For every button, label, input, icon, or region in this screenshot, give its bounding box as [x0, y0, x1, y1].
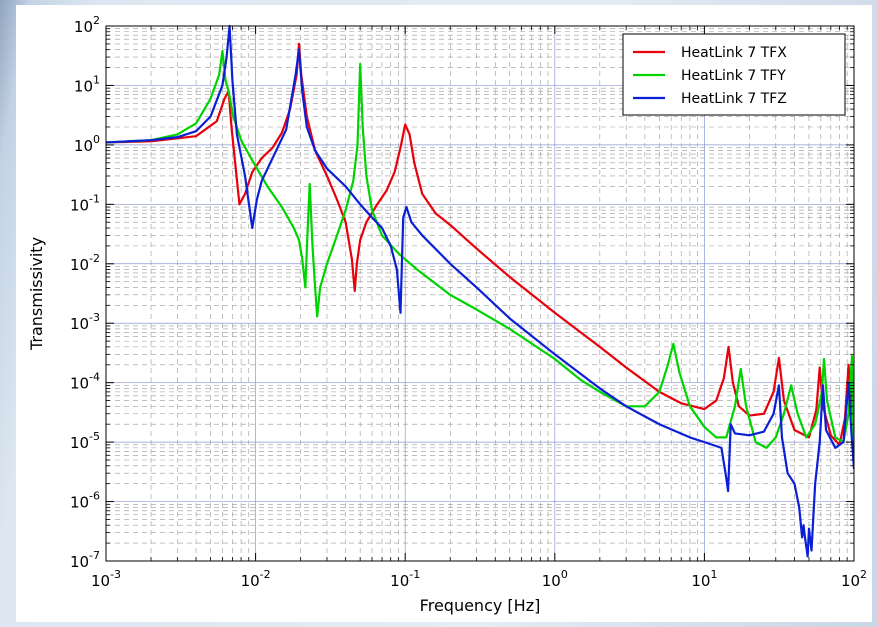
y-tick-label-exponent: -5: [89, 430, 100, 443]
y-tick-label-exponent: 2: [93, 14, 100, 27]
transmissivity-chart: 10-3 10-2 10-1 100 101 102 10-710-610-510-410…: [27, 14, 867, 615]
x-tick-label-base: 10: [390, 572, 409, 590]
y-tick-label-base: 10: [70, 553, 89, 571]
series-lines: [106, 24, 854, 558]
y-tick-label: 100: [74, 133, 100, 155]
y-tick-label-base: 10: [70, 196, 89, 214]
x-tick-label-exponent: 1: [710, 568, 717, 581]
y-tick-label-base: 10: [70, 256, 89, 274]
y-tick-label-exponent: -3: [89, 311, 100, 324]
y-tick-label-exponent: -4: [89, 371, 100, 384]
legend-label: HeatLink 7 TFZ: [681, 91, 787, 107]
y-tick-label: 10-2: [70, 252, 100, 274]
y-tick-label-exponent: 0: [93, 133, 100, 146]
y-tick-label-base: 10: [70, 494, 89, 512]
y-tick-label: 10-6: [70, 490, 100, 512]
x-tick-label: 101: [691, 568, 717, 590]
y-tick-label-base: 10: [74, 18, 93, 36]
plot-panel: 10-3 10-2 10-1 100 101 102 10-7 10-6 10-5 10-4 10…: [16, 5, 872, 622]
x-tick-label-exponent: -3: [110, 568, 121, 581]
y-tick-label: 10-3: [70, 311, 100, 333]
x-tick-label: 102: [841, 568, 867, 590]
y-tick-label: 10-1: [70, 192, 100, 214]
plot-frame: [105, 25, 855, 562]
x-tick-label-base: 10: [841, 572, 860, 590]
x-tick-label-base: 10: [691, 572, 710, 590]
legend-label: HeatLink 7 TFX: [681, 45, 787, 61]
x-tick-label-exponent: 2: [860, 568, 867, 581]
x-tick-labels: 10-3 10-2 10-1 100 101 102: [91, 568, 867, 590]
legend-label: HeatLink 7 TFY: [681, 68, 786, 84]
y-tick-label-exponent: -6: [89, 490, 100, 503]
y-tick-label-base: 10: [70, 434, 89, 452]
y-axis-title: Transmissivity: [27, 237, 46, 351]
y-tick-label-exponent: -2: [89, 252, 100, 265]
series-line-3: [106, 24, 854, 558]
x-tick-label: 10-2: [241, 568, 271, 590]
x-axis-title: Frequency [Hz]: [420, 596, 541, 615]
y-tick-label-exponent: -7: [89, 549, 100, 562]
x-tick-label-exponent: 0: [561, 568, 568, 581]
y-tick-label-exponent: 1: [93, 73, 100, 86]
x-tick-label: 10-1: [390, 568, 420, 590]
y-tick-label: 102: [74, 14, 100, 36]
y-tick-label: 10-5: [70, 430, 100, 452]
x-tick-label-exponent: -1: [409, 568, 420, 581]
y-tick-label-exponent: -1: [89, 192, 100, 205]
x-tick-label: 10-3: [91, 568, 121, 590]
y-tick-label: 10-4: [70, 371, 100, 393]
series-line-1: [106, 42, 854, 446]
y-tick-label-base: 10: [74, 77, 93, 95]
y-tick-label-base: 10: [70, 315, 89, 333]
x-tick-label-exponent: -2: [260, 568, 271, 581]
legend: HeatLink 7 TFX HeatLink 7 TFY HeatLink 7 T…: [622, 33, 846, 116]
y-tick-label: 101: [74, 73, 100, 95]
y-tick-label-base: 10: [74, 137, 93, 155]
x-tick-label-base: 10: [91, 572, 110, 590]
axis-ticks: [105, 25, 855, 562]
y-tick-label: 10-7: [70, 549, 100, 571]
y-tick-label-base: 10: [70, 375, 89, 393]
x-tick-label-base: 10: [542, 572, 561, 590]
x-tick-label-base: 10: [241, 572, 260, 590]
x-tick-label: 100: [542, 568, 568, 590]
